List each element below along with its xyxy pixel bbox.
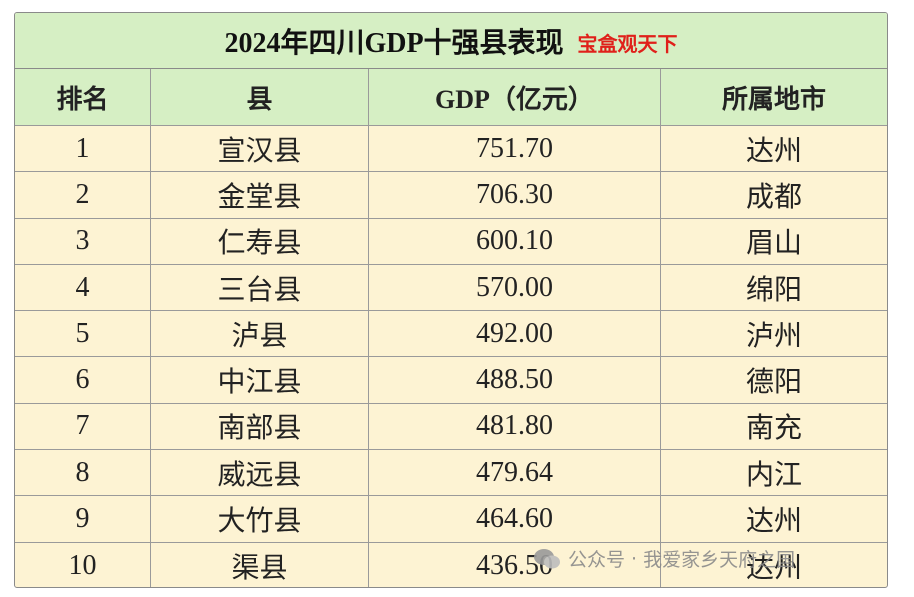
table-cell: 达州: [745, 552, 802, 584]
header-cell: GDP（亿元）: [369, 69, 661, 125]
table-cell: 3: [15, 218, 151, 264]
table-row: 6 中江县 488.50 德阳: [15, 357, 887, 404]
table-cell: 仁寿县: [151, 218, 369, 264]
table-cell: 706.30: [369, 172, 661, 218]
table-cell: 金堂县: [151, 172, 369, 218]
table-cell: 南充: [745, 413, 802, 445]
table-cell: 中江县: [151, 357, 369, 403]
header-row: 排名县 GDP（亿元） 所属地市: [15, 69, 887, 126]
table-row: 10 渠县 436.50 达州: [15, 542, 887, 587]
watermark-dot: ·: [631, 547, 638, 570]
header-cell: 县: [151, 69, 369, 125]
table-row: 7 南部县 481.80 南充: [15, 403, 887, 451]
title-row: 2024年四川GDP十强县表现 宝盒观天下: [15, 13, 887, 69]
table-cell: 泸州: [745, 320, 802, 352]
table-cell: 6: [15, 357, 151, 403]
table-cell: 威远县: [151, 450, 369, 496]
table-cell: 达州: [745, 135, 802, 167]
title: 2024年四川GDP十强县表现: [224, 27, 564, 59]
table-cell: 大竹县: [151, 496, 369, 542]
table-cell: 绵阳: [745, 274, 802, 306]
table-row: 2 金堂县 706.30 成都: [15, 172, 887, 219]
table-cell: 2: [15, 172, 151, 218]
table-cell: 481.80: [369, 403, 661, 450]
table-cell: 眉山: [745, 228, 802, 260]
table-row: 1 宣汉县 751.70 达州: [15, 126, 887, 173]
table-cell: 492.00: [369, 311, 661, 357]
table-cell: 488.50: [369, 357, 661, 403]
table: 2024年四川GDP十强县表现 宝盒观天下 排名县 GDP（亿元） 所属地市 1 宣汉县…: [14, 12, 888, 588]
table-cell: 600.10: [369, 218, 661, 264]
table-cell: 10: [15, 542, 151, 587]
table-cell: 464.60: [369, 496, 661, 542]
table-row: 5 泸县 492.00 泸州: [15, 311, 887, 358]
table-cell: 达州: [745, 506, 802, 538]
watermark-source: 公众号: [568, 549, 626, 571]
table-cell: 7: [15, 403, 151, 450]
watermark: 公众号 · 我爱家乡天府之国: [532, 545, 795, 572]
table-cell: 570.00: [369, 264, 661, 311]
table-cell: 9: [15, 496, 151, 542]
table-cell: 479.64: [369, 450, 661, 496]
watermark-name: 我爱家乡天府之国: [643, 549, 796, 571]
table-cell: 成都: [745, 181, 802, 213]
table-cell: 5: [15, 311, 151, 357]
table-cell: 4: [15, 264, 151, 311]
table-cell: 南部县: [151, 403, 369, 450]
table-row: 8 威远县 479.64 内江: [15, 450, 887, 497]
table-row: 9 大竹县 464.60 达州: [15, 496, 887, 543]
table-cell: 宣汉县: [151, 126, 369, 172]
header-cell: 所属地市: [721, 84, 826, 114]
header-cell: 排名: [15, 69, 151, 125]
table-cell: 1: [15, 126, 151, 172]
table-cell: 8: [15, 450, 151, 496]
table-cell: 泸县: [151, 311, 369, 357]
table-cell: 渠县: [151, 542, 369, 587]
table-cell: 内江: [745, 459, 802, 491]
table-row: 3 仁寿县 600.10 眉山: [15, 218, 887, 265]
table-body: 排名县 GDP（亿元） 所属地市 1 宣汉县 751.70 达州 2 金堂县 706.30 成都 3 仁…: [15, 69, 887, 587]
wechat-icon: [534, 548, 560, 568]
table-cell: 751.70: [369, 126, 661, 172]
table-row: 4 三台县 570.00 绵阳: [15, 264, 887, 312]
table-cell: 德阳: [745, 367, 802, 399]
table-cell: 三台县: [151, 264, 369, 311]
subtitle: 宝盒观天下: [577, 34, 678, 56]
